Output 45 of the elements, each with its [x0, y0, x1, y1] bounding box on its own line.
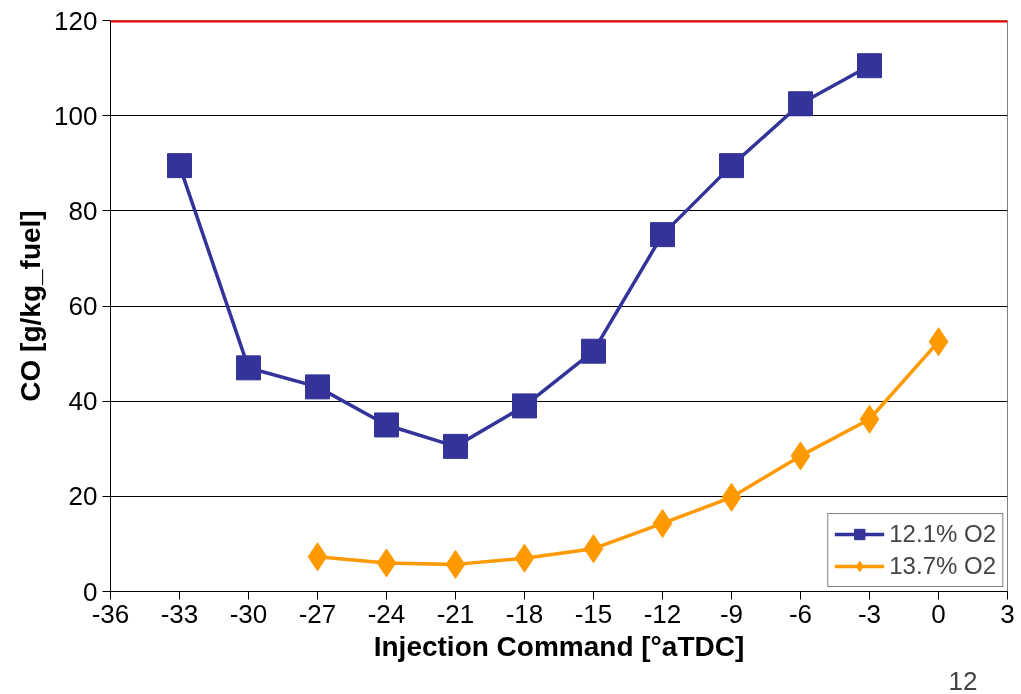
point	[512, 393, 537, 419]
y-tick-label: 20	[68, 481, 98, 512]
y-tick-label: 120	[54, 5, 98, 36]
point	[236, 355, 261, 381]
x-tick-label: -18	[505, 598, 544, 629]
point	[721, 482, 742, 512]
y-tick-label: 100	[54, 100, 98, 131]
x-tick-label: -15	[574, 598, 613, 629]
x-tick-label: 0	[931, 598, 946, 629]
x-tick-label: -24	[367, 598, 406, 629]
y-tick-label: 80	[68, 195, 98, 226]
point	[650, 222, 675, 248]
x-tick-label: -33	[160, 598, 199, 629]
point	[376, 548, 397, 578]
point	[652, 508, 673, 538]
x-tick-label: -6	[788, 598, 813, 629]
point	[857, 53, 882, 79]
point	[859, 404, 880, 434]
text: 12	[948, 665, 978, 694]
point	[374, 412, 399, 438]
point	[790, 441, 811, 471]
point	[167, 153, 192, 179]
point	[581, 338, 606, 364]
x-axis-title: Injection Command [°aTDC]	[373, 630, 745, 662]
legend-label: 13.7% O2	[889, 552, 996, 580]
y-tick-label: 40	[68, 386, 98, 417]
point	[583, 534, 604, 564]
point	[788, 91, 813, 117]
point	[445, 549, 466, 579]
x-tick-label: -9	[719, 598, 744, 629]
y-axis-title: CO [g/kg_fuel]	[15, 210, 47, 402]
point	[307, 542, 328, 572]
point	[928, 327, 949, 357]
y-tick-label: 60	[68, 291, 98, 321]
x-tick-label: -12	[643, 598, 682, 629]
point	[305, 374, 330, 400]
x-tick-label: -27	[298, 598, 337, 629]
legend-label: 12.1% O2	[889, 520, 996, 548]
x-tick-label: -3	[857, 598, 882, 629]
x-tick-label: 3	[1000, 598, 1015, 629]
x-tick-label: -30	[229, 598, 268, 629]
point	[719, 153, 744, 179]
x-tick-label: -21	[436, 598, 475, 629]
point	[514, 543, 535, 573]
point	[443, 433, 468, 459]
